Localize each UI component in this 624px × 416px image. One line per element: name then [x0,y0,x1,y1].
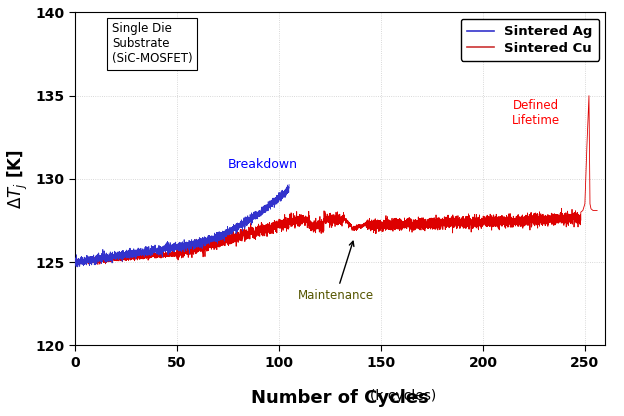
Y-axis label: $\Delta T_j$ [K]: $\Delta T_j$ [K] [6,149,30,209]
Text: Number of Cycles: Number of Cycles [251,389,429,406]
Text: Breakdown: Breakdown [228,158,298,171]
Text: Single Die
Substrate
(SiC-MOSFET): Single Die Substrate (SiC-MOSFET) [112,22,193,65]
Text: (k cycles): (k cycles) [243,389,437,403]
Text: Maintenance: Maintenance [298,241,374,302]
Text: Defined
Lifetime: Defined Lifetime [512,99,560,127]
Legend: Sintered Ag, Sintered Cu: Sintered Ag, Sintered Cu [461,19,599,61]
